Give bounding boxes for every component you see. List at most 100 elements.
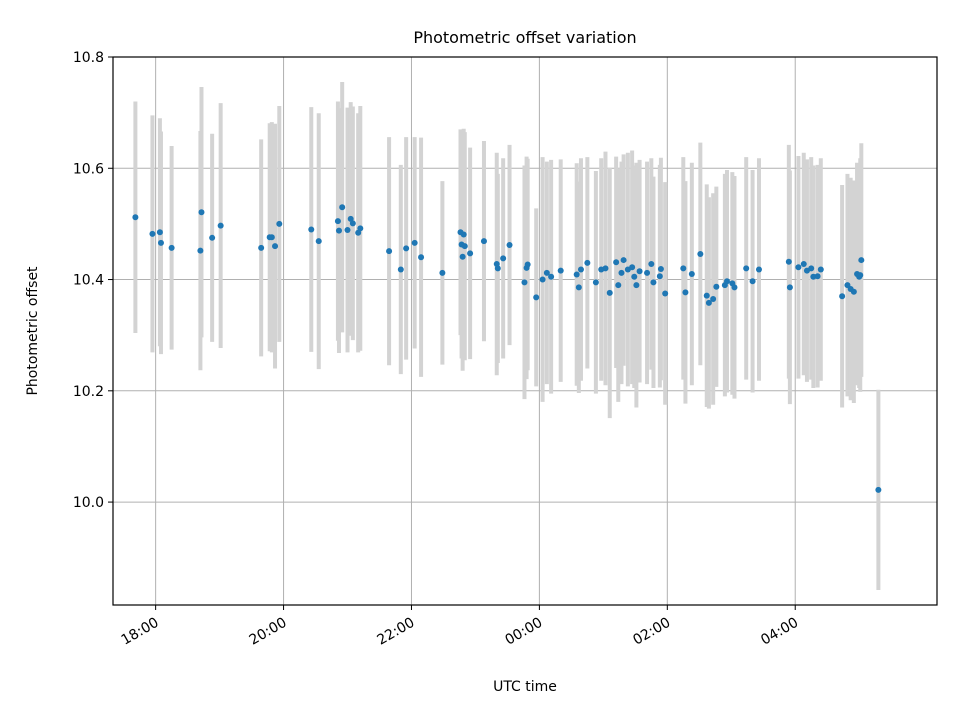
data-point (724, 278, 731, 285)
data-point (308, 226, 315, 233)
data-point (357, 225, 364, 232)
data-point (743, 265, 750, 272)
data-point (397, 266, 404, 273)
data-point (543, 269, 550, 276)
data-point (539, 276, 546, 283)
data-point (680, 265, 687, 272)
data-point (403, 245, 410, 252)
plot-frame (112, 56, 938, 606)
data-point (524, 261, 531, 268)
data-point (662, 290, 669, 297)
data-point (149, 230, 156, 237)
data-point (800, 260, 807, 267)
data-point (459, 253, 466, 260)
data-point (631, 273, 638, 280)
data-point (850, 288, 857, 295)
data-point (795, 264, 802, 271)
data-point (620, 257, 627, 264)
data-point (411, 239, 418, 246)
data-point (480, 238, 487, 245)
data-point (817, 266, 824, 273)
data-point (613, 259, 620, 266)
data-point (857, 272, 864, 279)
data-point (584, 259, 591, 266)
x-axis-label: UTC time (493, 679, 557, 695)
data-point (157, 239, 164, 246)
data-point (705, 299, 712, 306)
data-point (573, 271, 580, 278)
data-point (703, 292, 710, 299)
data-point (629, 264, 636, 271)
data-point (533, 294, 540, 301)
y-axis: 10.0 10.2 10.4 10.6 10.8 (73, 50, 113, 511)
data-point (749, 278, 756, 285)
data-point (349, 220, 356, 227)
data-point (460, 231, 467, 238)
data-point (500, 255, 507, 262)
data-point (602, 265, 609, 272)
data-point (347, 215, 354, 222)
data-point (198, 209, 205, 216)
data-point (697, 250, 704, 257)
data-point (168, 244, 175, 251)
data-point (657, 265, 664, 272)
data-point (557, 267, 564, 274)
data-point (814, 273, 821, 280)
data-point (386, 248, 393, 255)
data-point (315, 238, 322, 245)
y-tick-label: 10.2 (73, 384, 104, 400)
data-point (272, 243, 279, 250)
data-point (808, 265, 815, 272)
chart-title: Photometric offset variation (413, 28, 636, 47)
data-point (548, 273, 555, 280)
data-point (209, 234, 216, 241)
data-point (258, 244, 265, 251)
data-point (713, 283, 720, 290)
y-axis-label: Photometric offset (25, 266, 41, 396)
data-point (636, 268, 643, 275)
data-point (785, 258, 792, 265)
data-point (682, 289, 689, 296)
x-tick-label: 00:00 (502, 615, 545, 649)
data-points (132, 204, 882, 493)
data-point (268, 234, 275, 241)
x-tick-label: 02:00 (630, 615, 673, 649)
data-point (575, 284, 582, 291)
data-point (633, 282, 640, 289)
y-tick-label: 10.8 (73, 50, 104, 66)
data-point (710, 296, 717, 303)
data-point (521, 279, 528, 286)
data-point (615, 282, 622, 289)
data-point (467, 250, 474, 257)
y-tick-label: 10.4 (73, 273, 104, 289)
data-point (839, 293, 846, 300)
data-point (461, 243, 468, 250)
data-point (506, 242, 513, 249)
x-tick-label: 20:00 (247, 615, 290, 649)
data-point (858, 257, 865, 264)
data-point (650, 279, 657, 286)
y-tick-label: 10.0 (73, 495, 104, 511)
data-point (644, 269, 651, 276)
data-point (592, 279, 599, 286)
data-point (606, 289, 613, 296)
data-point (648, 260, 655, 267)
data-point (335, 227, 342, 234)
data-point (418, 254, 425, 261)
data-point (339, 204, 346, 211)
data-point (755, 266, 762, 273)
error-bars (133, 82, 881, 590)
data-point (731, 284, 738, 291)
data-point (334, 218, 341, 225)
data-point (494, 265, 501, 272)
y-tick-label: 10.6 (73, 161, 104, 177)
data-point (344, 227, 351, 234)
data-point (577, 266, 584, 273)
x-tick-label: 18:00 (119, 615, 162, 649)
data-point (197, 247, 204, 254)
x-tick-label: 22:00 (375, 615, 418, 649)
data-point (656, 273, 663, 280)
data-point (355, 229, 362, 236)
data-point (132, 214, 139, 221)
